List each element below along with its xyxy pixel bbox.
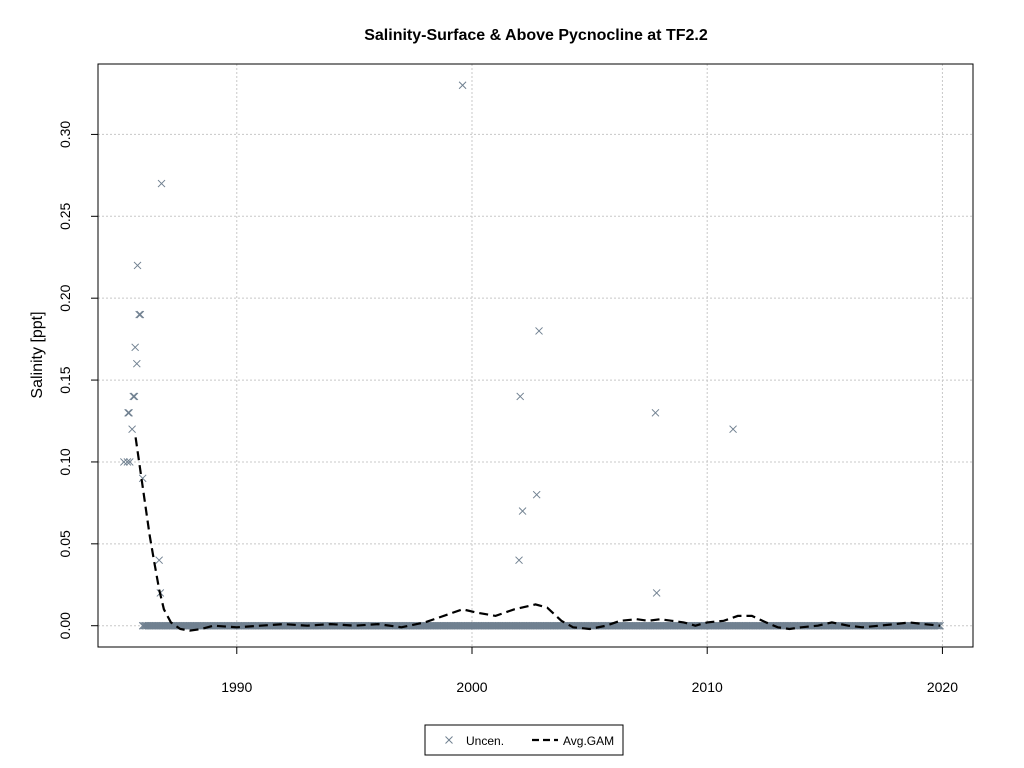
uncensored-points bbox=[120, 81, 737, 597]
x-tick-label: 2010 bbox=[692, 679, 723, 695]
data-point bbox=[136, 310, 145, 319]
legend-label-uncen: Uncen. bbox=[466, 734, 504, 748]
data-point bbox=[123, 458, 132, 466]
y-tick-label: 0.15 bbox=[57, 366, 73, 393]
data-point bbox=[458, 81, 467, 90]
data-point bbox=[125, 458, 134, 466]
x-axis: 1990 2000 2010 2020 bbox=[221, 646, 958, 695]
y-tick-label: 0.30 bbox=[57, 121, 73, 148]
data-point bbox=[135, 310, 144, 319]
legend-box bbox=[424, 724, 624, 756]
data-point bbox=[155, 556, 164, 565]
data-point bbox=[125, 408, 133, 417]
y-axis-label: Salinity [ppt] bbox=[29, 311, 46, 398]
data-point bbox=[130, 392, 139, 401]
y-tick-label: 0.25 bbox=[57, 202, 73, 229]
grid-lines bbox=[98, 64, 973, 647]
x-tick-label: 1990 bbox=[221, 679, 252, 695]
y-axis: 0.00 0.05 0.10 0.15 0.20 0.25 0.30 bbox=[57, 121, 99, 639]
data-point bbox=[157, 179, 166, 188]
gam-line-layer bbox=[134, 437, 941, 632]
y-tick-label: 0.00 bbox=[57, 612, 73, 639]
legend-marker-x-icon bbox=[445, 736, 453, 744]
data-point bbox=[131, 343, 140, 352]
data-point bbox=[128, 425, 136, 434]
data-point bbox=[535, 327, 543, 335]
data-point bbox=[120, 458, 128, 466]
data-point bbox=[516, 392, 525, 401]
data-point bbox=[729, 425, 737, 434]
y-tick-label: 0.20 bbox=[57, 284, 73, 311]
data-point bbox=[515, 556, 523, 565]
y-tick-label: 0.05 bbox=[57, 530, 73, 557]
chart-title: Salinity-Surface & Above Pycnocline at T… bbox=[364, 27, 708, 44]
y-tick-label: 0.10 bbox=[57, 448, 73, 475]
data-point bbox=[532, 490, 541, 499]
data-point bbox=[138, 474, 147, 483]
x-tick-label: 2020 bbox=[927, 679, 958, 695]
legend: Uncen. Avg.GAM bbox=[424, 724, 624, 756]
data-point bbox=[518, 507, 527, 515]
x-tick-label: 2000 bbox=[456, 679, 487, 695]
data-point bbox=[124, 408, 132, 417]
data-point bbox=[129, 392, 138, 401]
legend-label-avg-gam: Avg.GAM bbox=[563, 734, 614, 748]
data-point bbox=[133, 261, 142, 270]
data-point bbox=[652, 589, 661, 597]
plot-frame bbox=[97, 63, 974, 648]
data-point bbox=[651, 408, 660, 417]
data-point bbox=[132, 359, 141, 368]
gam-line bbox=[134, 437, 941, 632]
zero-point bbox=[933, 621, 942, 630]
